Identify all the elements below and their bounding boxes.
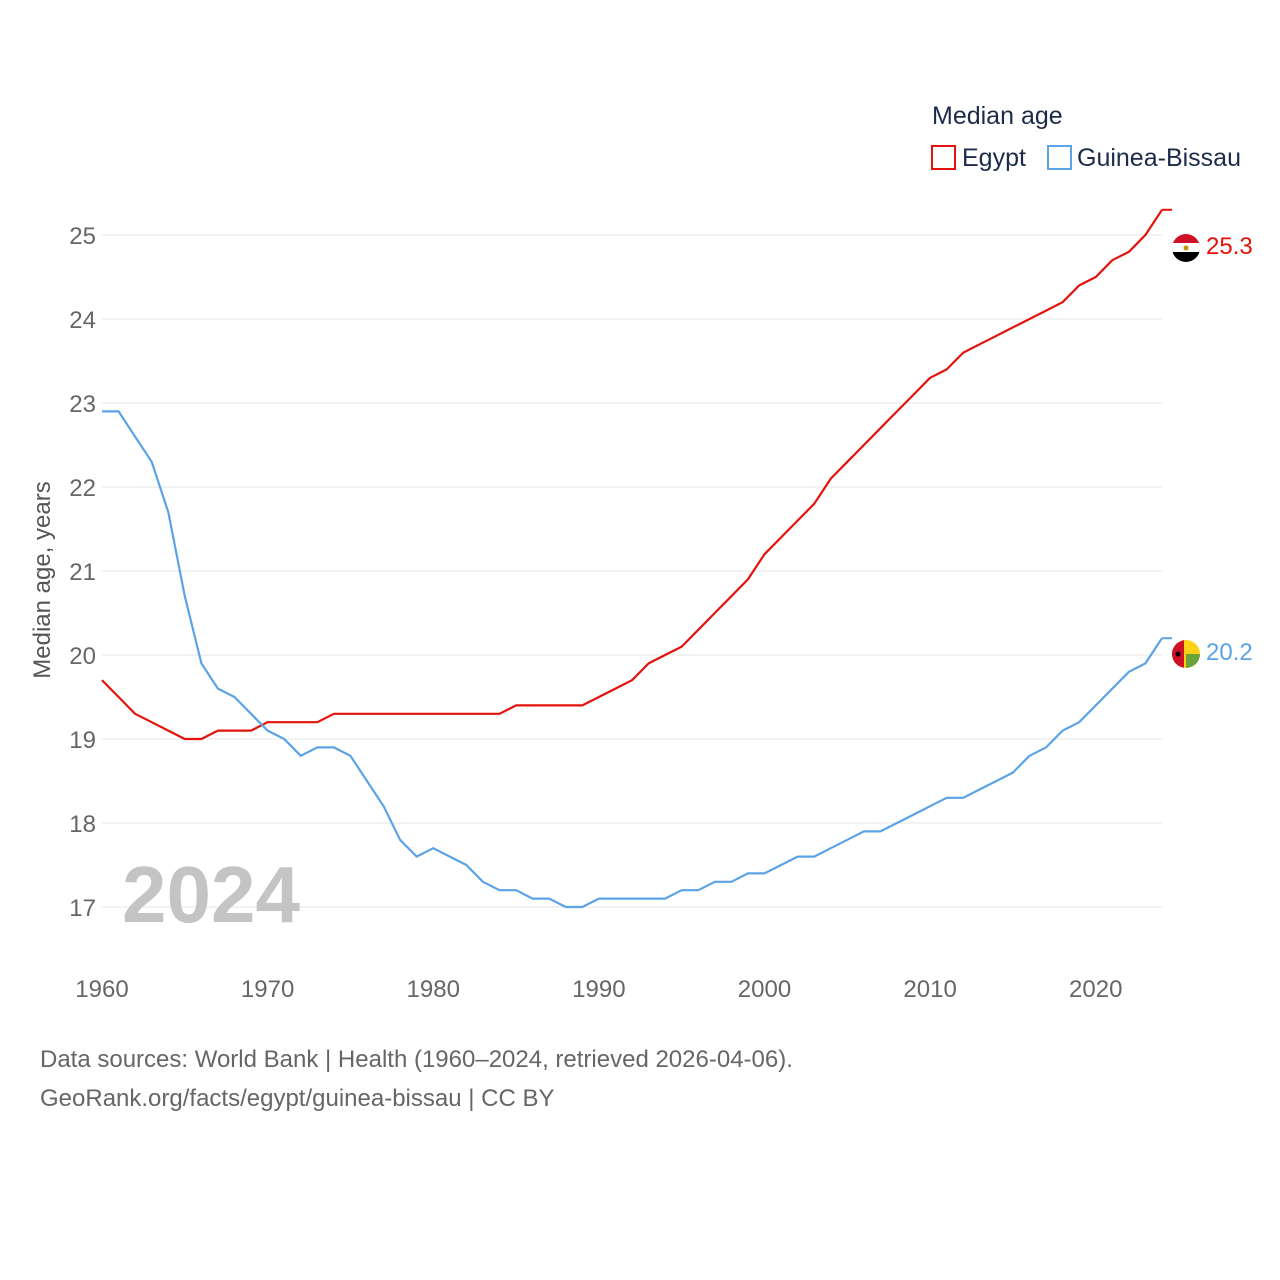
year-watermark: 2024 — [122, 850, 300, 939]
x-tick-label: 1990 — [572, 976, 625, 1003]
y-tick-label: 18 — [69, 811, 96, 838]
guinea-bissau-flag-icon — [1172, 640, 1200, 668]
legend-label-guinea-bissau: Guinea-Bissau — [1077, 144, 1241, 172]
y-tick-label: 24 — [69, 307, 96, 334]
egypt-end-value: 25.3 — [1206, 233, 1253, 260]
y-tick-label: 25 — [69, 223, 96, 250]
legend-label-egypt: Egypt — [962, 144, 1026, 172]
median-age-chart: 17 18 19 20 21 22 23 24 25 1960 1970 1980 1990 2000 2… — [29, 102, 1253, 1003]
x-tick-label: 2010 — [903, 976, 956, 1003]
y-tick-label: 17 — [69, 895, 96, 922]
x-tick-label: 1960 — [75, 976, 128, 1003]
y-axis-label: Median age, years — [29, 481, 56, 678]
x-axis-ticks: 1960 1970 1980 1990 2000 2010 2020 — [75, 976, 1122, 1003]
guinea-bissau-end-value: 20.2 — [1206, 639, 1253, 666]
series-line-egypt — [101, 209, 1163, 741]
source-note: Data sources: World Bank | Health (1960–… — [40, 1046, 793, 1073]
y-axis-ticks: 17 18 19 20 21 22 23 24 25 — [69, 223, 96, 922]
legend-swatch-guinea-bissau — [1047, 145, 1072, 170]
legend-title: Median age — [932, 102, 1063, 130]
y-tick-label: 19 — [69, 727, 96, 754]
x-tick-label: 2020 — [1069, 976, 1122, 1003]
series-line-guinea-bissau — [102, 410, 1163, 909]
legend: Median age Egypt Guinea-Bissau — [931, 102, 1241, 172]
x-tick-label: 1980 — [407, 976, 460, 1003]
x-tick-label: 2000 — [738, 976, 791, 1003]
source-url: GeoRank.org/facts/egypt/guinea-bissau | … — [40, 1085, 555, 1112]
legend-swatch-egypt — [931, 145, 956, 170]
egypt-flag-icon — [1172, 234, 1200, 262]
gridlines — [102, 234, 1162, 908]
y-tick-label: 20 — [69, 643, 96, 670]
y-tick-label: 23 — [69, 391, 96, 418]
y-tick-label: 22 — [69, 475, 96, 502]
x-tick-label: 1970 — [241, 976, 294, 1003]
y-tick-label: 21 — [69, 559, 96, 586]
series-lines — [101, 208, 1172, 909]
